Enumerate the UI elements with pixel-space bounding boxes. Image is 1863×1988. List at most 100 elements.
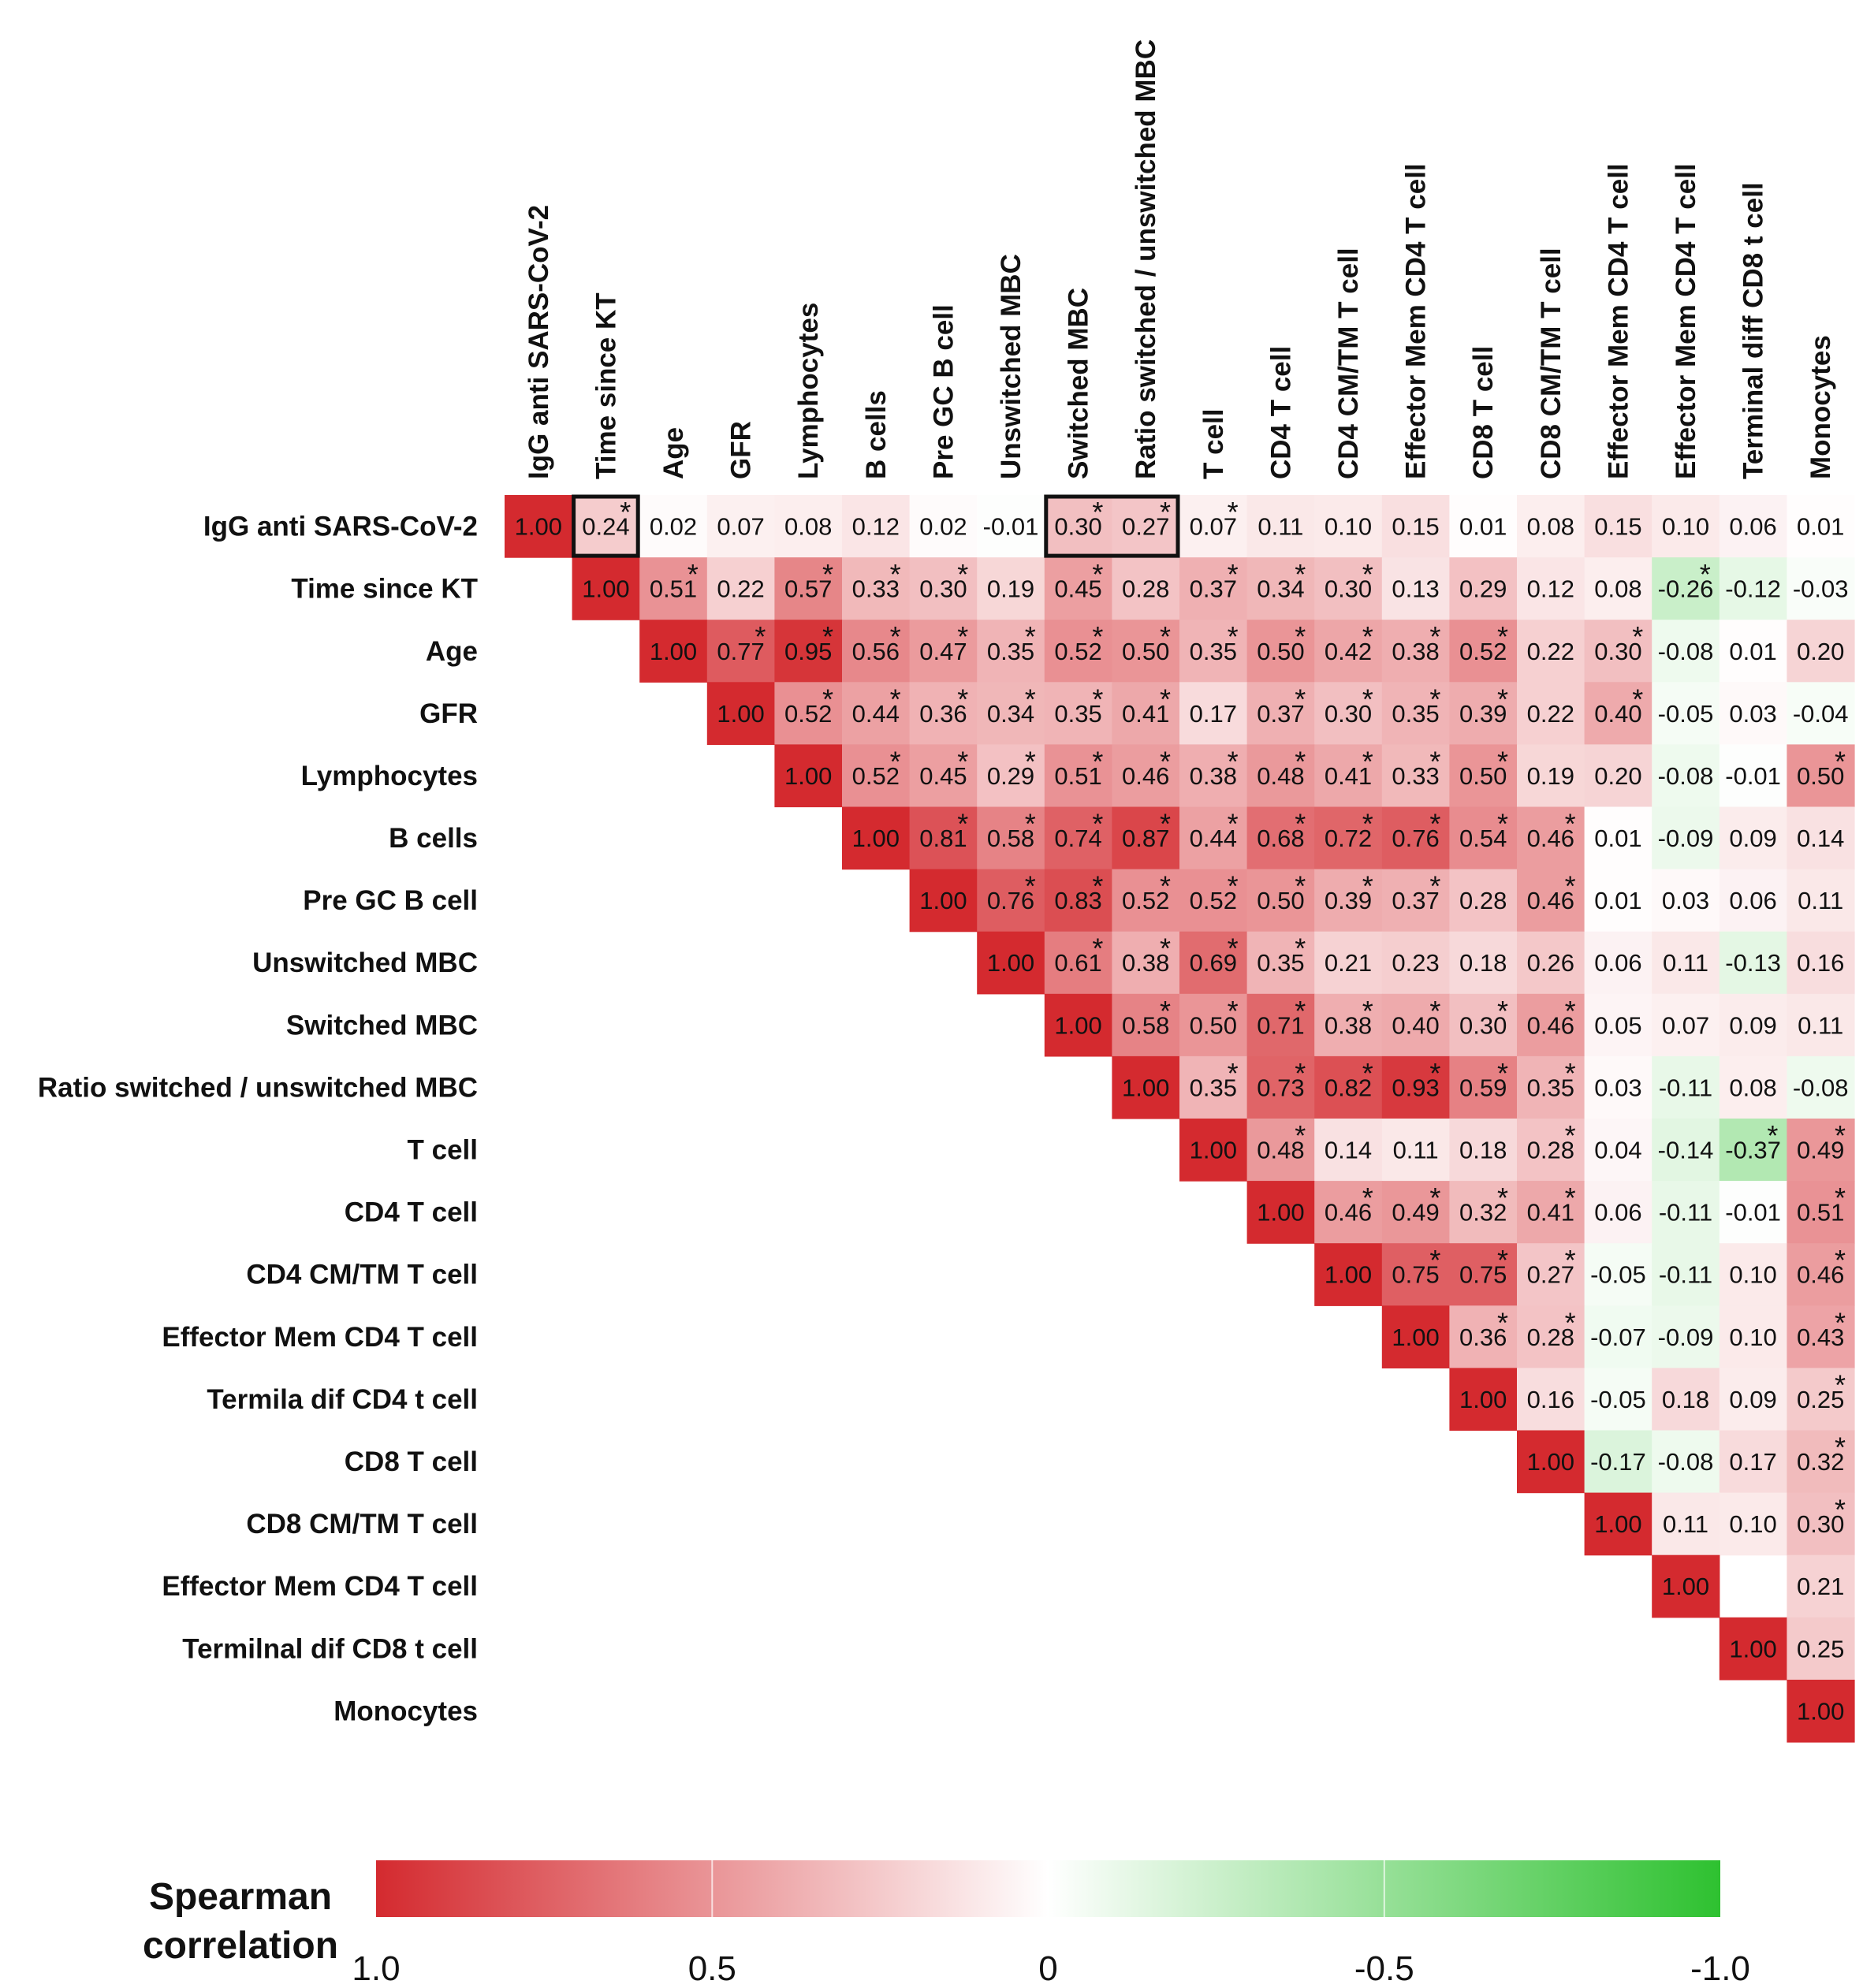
column-label: B cells bbox=[861, 390, 892, 479]
column-label: Age bbox=[658, 427, 689, 479]
heatmap-cell bbox=[1787, 1243, 1855, 1306]
cell-value-label: 0.72 bbox=[1325, 825, 1372, 852]
heatmap-cell bbox=[1246, 744, 1315, 808]
significance-star: * bbox=[890, 558, 901, 590]
heatmap-cell bbox=[774, 557, 843, 620]
significance-star: * bbox=[1228, 1057, 1239, 1089]
heatmap-cell bbox=[1044, 620, 1112, 683]
heatmap-cell bbox=[1449, 1119, 1518, 1182]
heatmap-cell bbox=[1584, 1305, 1652, 1368]
cell-value-label: 0.47 bbox=[919, 638, 967, 665]
cell-value-label: -0.37 bbox=[1725, 1137, 1781, 1164]
significance-star: * bbox=[1565, 1119, 1576, 1152]
significance-star: * bbox=[1092, 933, 1103, 965]
significance-star: * bbox=[1429, 683, 1440, 715]
heatmap-cell bbox=[1787, 931, 1855, 995]
heatmap-cell bbox=[1652, 1119, 1720, 1182]
cell-value-label: -0.05 bbox=[1658, 700, 1714, 728]
heatmap-cell bbox=[1517, 931, 1585, 995]
cell-value-label: 0.02 bbox=[919, 513, 967, 541]
significance-star: * bbox=[957, 745, 968, 777]
cell-value-label: 0.37 bbox=[1257, 700, 1304, 728]
significance-star: * bbox=[1429, 620, 1440, 653]
cell-value-label: 0.52 bbox=[1054, 638, 1101, 665]
cell-value-label: 0.11 bbox=[1258, 513, 1303, 541]
heatmap-cell bbox=[1314, 993, 1383, 1057]
cell-value-label: 0.08 bbox=[784, 513, 832, 541]
cell-value-label: 0.45 bbox=[1054, 575, 1101, 603]
heatmap-cell bbox=[1381, 931, 1450, 995]
heatmap-cell bbox=[1584, 1492, 1652, 1556]
heatmap-cell bbox=[1584, 869, 1652, 933]
cell-value-label: 1.00 bbox=[1662, 1573, 1709, 1600]
cell-value-label: 0.52 bbox=[1190, 887, 1237, 914]
cell-value-label: 0.26 bbox=[1527, 949, 1574, 977]
cell-value-label: 1.00 bbox=[1392, 1323, 1439, 1351]
significance-star: * bbox=[1362, 683, 1373, 715]
cell-value-label: 0.39 bbox=[1459, 700, 1507, 728]
heatmap-cell bbox=[1179, 931, 1248, 995]
heatmap-cell bbox=[1381, 1305, 1450, 1368]
heatmap-cell bbox=[1652, 557, 1720, 620]
heatmap-cell bbox=[1449, 495, 1518, 558]
heatmap-cell bbox=[1652, 1492, 1720, 1556]
cell-value-label: 0.30 bbox=[1594, 638, 1641, 665]
cell-value-label: 0.14 bbox=[1797, 825, 1844, 852]
cell-value-label: 0.30 bbox=[1054, 513, 1101, 541]
heatmap-cell bbox=[1787, 1119, 1855, 1182]
cell-value-label: 0.54 bbox=[1459, 825, 1507, 852]
heatmap-cell bbox=[1719, 1368, 1787, 1431]
significance-star: * bbox=[1362, 870, 1373, 903]
significance-star: * bbox=[1160, 870, 1171, 903]
significance-star: * bbox=[1092, 870, 1103, 903]
heatmap-cell bbox=[977, 620, 1045, 683]
cell-value-label: -0.11 bbox=[1659, 1074, 1712, 1102]
cell-value-label: 1.00 bbox=[515, 513, 562, 541]
cell-value-label: 0.10 bbox=[1325, 513, 1372, 541]
heatmap-cell bbox=[842, 806, 911, 870]
heatmap-cell bbox=[1179, 993, 1248, 1057]
row-label: CD4 CM/TM T cell bbox=[246, 1260, 478, 1290]
column-label: Effector Mem CD4 T cell bbox=[1603, 163, 1634, 479]
cell-value-label: 0.01 bbox=[1797, 513, 1844, 541]
cell-value-label: 0.15 bbox=[1594, 513, 1641, 541]
cell-value-label: 0.50 bbox=[1122, 638, 1169, 665]
significance-star: * bbox=[957, 558, 968, 590]
heatmap-cell bbox=[1719, 1119, 1787, 1182]
cell-value-label: 0.10 bbox=[1729, 1261, 1776, 1289]
cell-value-label: 0.15 bbox=[1392, 513, 1439, 541]
heatmap-cell bbox=[1314, 557, 1383, 620]
heatmap-cell bbox=[1719, 869, 1787, 933]
column-label: Terminal diff CD8 t cell bbox=[1738, 182, 1769, 479]
heatmap-cell bbox=[977, 806, 1045, 870]
significance-star: * bbox=[1295, 933, 1306, 965]
cell-value-label: 0.75 bbox=[1392, 1261, 1439, 1289]
heatmap-cell bbox=[1044, 495, 1112, 558]
significance-star: * bbox=[1429, 1244, 1440, 1276]
significance-star: * bbox=[1497, 745, 1508, 777]
heatmap-cell bbox=[842, 682, 911, 745]
heatmap-cell bbox=[1381, 1119, 1450, 1182]
heatmap-cell bbox=[1449, 682, 1518, 745]
heatmap-cell bbox=[774, 495, 843, 558]
heatmap-cell bbox=[1584, 806, 1652, 870]
column-label: Lymphocytes bbox=[793, 303, 824, 479]
cell-value-label: 0.01 bbox=[1459, 513, 1507, 541]
row-label: Effector Mem CD4 T cell bbox=[162, 1322, 478, 1353]
heatmap-cell bbox=[572, 557, 640, 620]
significance-star: * bbox=[1092, 496, 1103, 528]
significance-star: * bbox=[1160, 745, 1171, 777]
heatmap-cell bbox=[1584, 1430, 1652, 1494]
cell-value-label: 0.27 bbox=[1527, 1261, 1574, 1289]
cell-value-label: 1.00 bbox=[1122, 1074, 1169, 1102]
cell-value-label: 0.46 bbox=[1527, 1011, 1574, 1039]
significance-star: * bbox=[620, 496, 631, 528]
heatmap-cell bbox=[1787, 1554, 1855, 1618]
heatmap-cell bbox=[909, 806, 978, 870]
heatmap-cell bbox=[1112, 1055, 1180, 1119]
significance-star: * bbox=[1429, 870, 1440, 903]
column-labels: IgG anti SARS-CoV-2 Time since KT Age GFR Ly… bbox=[524, 39, 1836, 479]
heatmap-cell bbox=[1719, 1430, 1787, 1494]
significance-star: * bbox=[1429, 808, 1440, 840]
heatmap-cell bbox=[1517, 682, 1585, 745]
